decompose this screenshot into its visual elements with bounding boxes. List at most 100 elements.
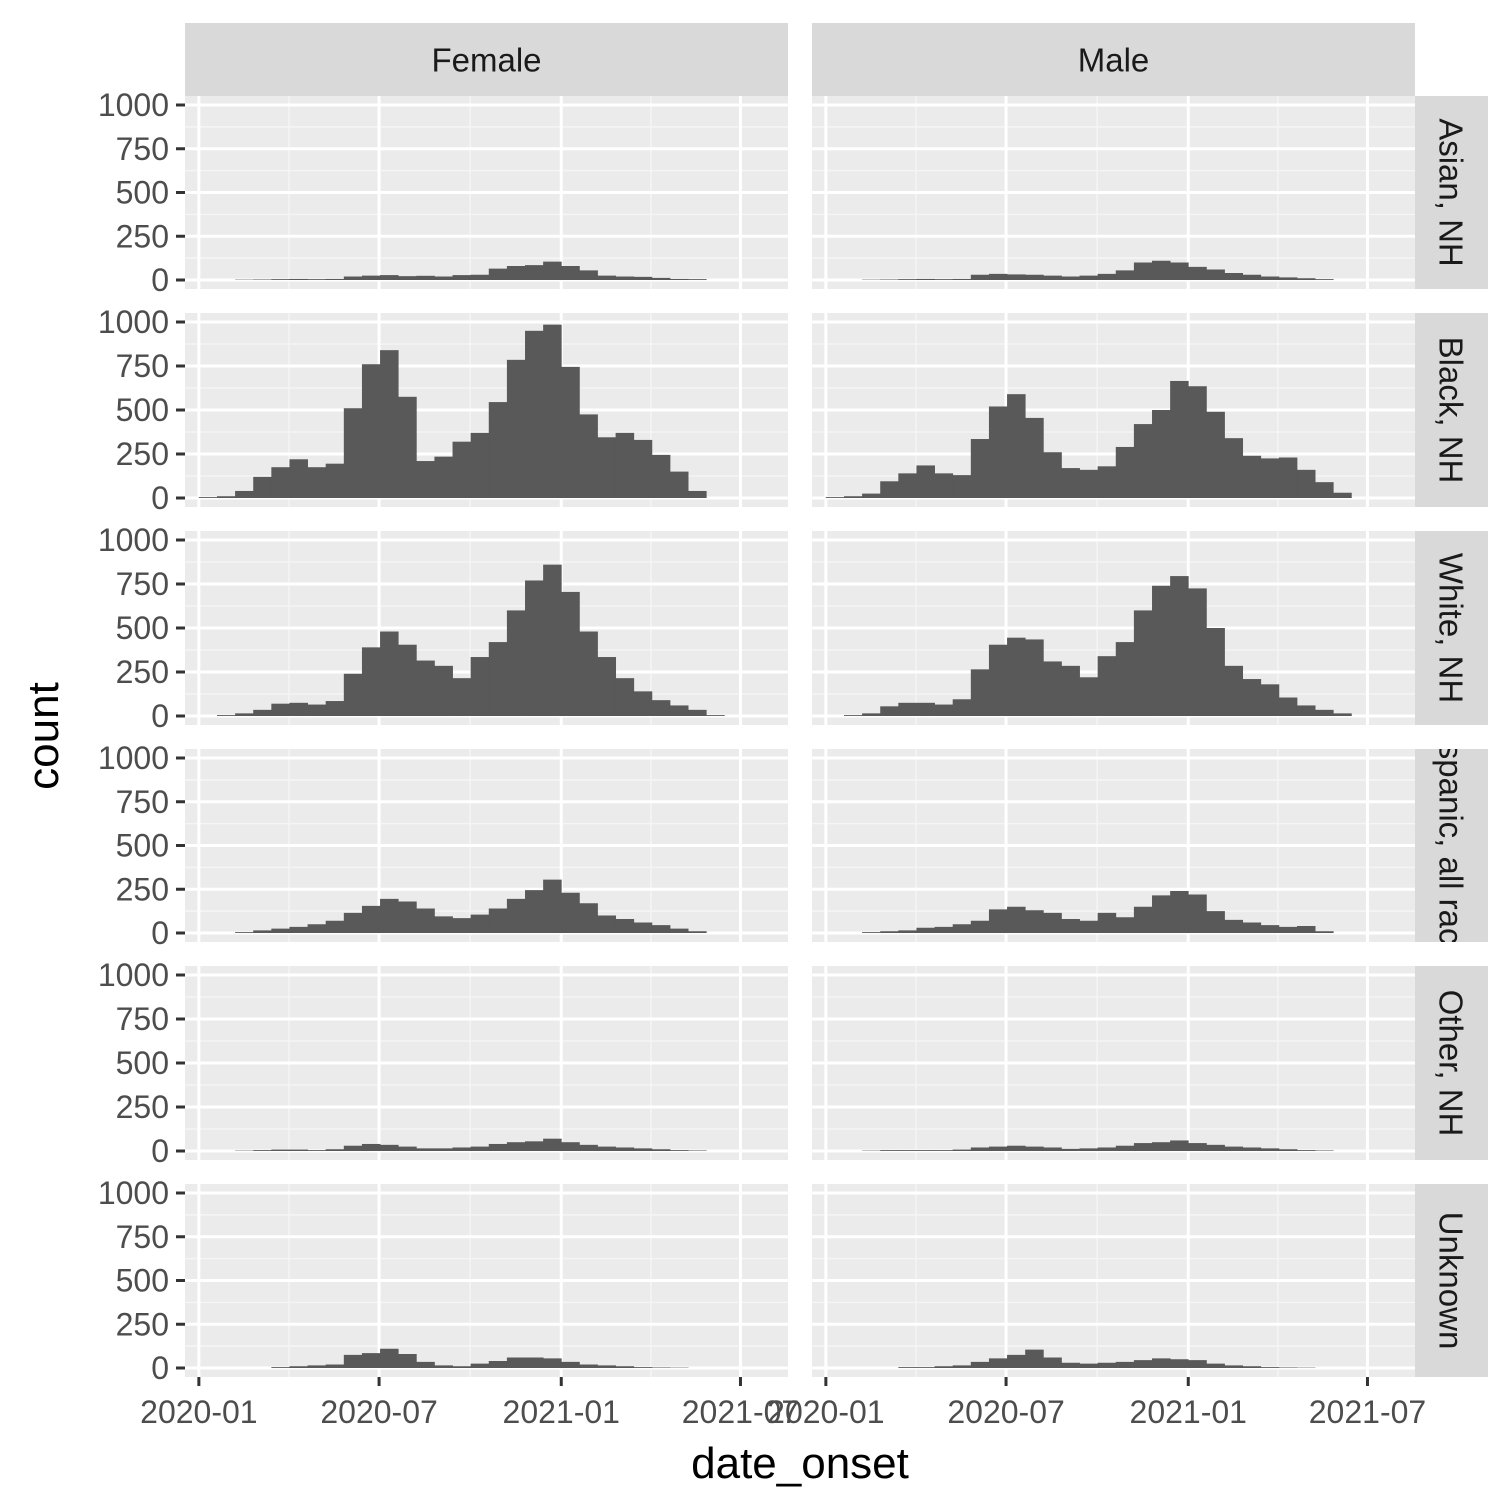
histogram-bar [398,276,417,280]
histogram-bar [452,678,472,716]
row-strip-asian-nh: Asian, NH [1415,96,1488,289]
row-strip-label: Unknown [1433,1212,1470,1350]
row-strip-label: Other, NH [1433,990,1470,1137]
histogram-bar [688,709,707,716]
histogram-bar [398,1354,417,1368]
y-tick-label: 1000 [98,957,169,993]
histogram-bar [669,471,689,498]
histogram-bar [1152,895,1171,933]
histogram-bar [1025,274,1044,280]
histogram-bar [343,408,363,498]
histogram-bar [1170,262,1189,280]
x-tick-label: 2021-01 [503,1394,620,1430]
histogram-bar [1224,438,1244,498]
histogram-bar [898,473,917,498]
y-tick-label: 750 [116,784,169,820]
histogram-bar [1296,469,1316,498]
histogram-bar [880,706,899,716]
histogram-bar [1242,1147,1262,1151]
histogram-bar [988,644,1008,716]
histogram-bar [633,1367,653,1368]
row-strip-label: Hispanic, all races [1433,712,1470,980]
histogram-bar [1260,276,1280,280]
y-tick-label: 500 [116,610,169,646]
histogram-bar [416,1361,435,1368]
panel-white-nh-female [185,531,788,725]
histogram-bar [1278,457,1298,498]
histogram-bar [1133,610,1153,716]
histogram-bar [525,1357,544,1368]
y-tick-label: 750 [116,1001,169,1037]
y-tick-label: 1000 [98,304,169,340]
histogram-bar [1133,262,1153,280]
histogram-bar [615,678,635,716]
row-strip-background [1415,966,1488,1160]
histogram-bar [669,1150,689,1151]
histogram-bar [1278,926,1298,933]
histogram-bar [343,276,363,280]
histogram-bar [1278,277,1298,280]
histogram-bar [579,414,598,498]
histogram-bar [1315,482,1334,498]
histogram-bar [1224,1146,1244,1151]
histogram-bar [1133,906,1153,933]
histogram-bar [1115,642,1135,716]
histogram-bar [1206,628,1225,716]
histogram-bar [688,1150,707,1151]
y-tick-label: 750 [116,131,169,167]
histogram-bar [688,279,707,280]
histogram-bar [398,1146,417,1151]
histogram-bar [579,903,598,933]
histogram-bar [1242,455,1262,498]
histogram-bar [525,265,544,280]
histogram-bar [561,1361,580,1368]
histogram-bar [271,1367,290,1368]
row-strip-background [1415,749,1488,942]
histogram-bar [361,905,381,933]
histogram-bar [1007,274,1026,280]
histogram-bar [488,1143,508,1151]
x-tick-label: 2021-07 [682,1394,799,1430]
histogram-bar [688,931,707,933]
histogram-bar [235,490,254,498]
histogram-bar [1097,273,1117,280]
histogram-bar [525,330,544,498]
histogram-bar [488,268,508,280]
histogram-bar [271,467,290,498]
y-tick-label: 500 [116,392,169,428]
histogram-bar [561,1142,580,1151]
histogram-bar [597,657,617,716]
y-tick-label: 500 [116,1263,169,1299]
histogram-bar [506,1357,526,1368]
y-tick-label: 0 [151,480,169,516]
histogram-bar [825,497,845,498]
row-strip-label-group: Unknown [1433,1212,1470,1350]
histogram-bar [1133,1360,1153,1368]
y-tick-label: 750 [116,566,169,602]
histogram-bar [470,914,490,933]
histogram-bar [597,1365,617,1368]
histogram-bar [1079,677,1099,716]
row-strip-label-group: Black, NH [1433,337,1470,484]
histogram-bar [880,931,899,933]
column-strip-background [812,23,1415,96]
histogram-bar [1007,394,1026,498]
histogram-bar [1115,917,1135,933]
histogram-bar [633,922,653,933]
histogram-bar [952,1149,972,1151]
histogram-bar [1242,274,1262,280]
histogram-bar [361,275,381,280]
histogram-bar [380,631,399,716]
histogram-bar [1333,492,1352,498]
histogram-bar [1224,665,1244,716]
y-tick-label: 0 [151,915,169,951]
histogram-bar [898,279,917,280]
column-strip-background [185,23,788,96]
x-axis-title: date_onset [691,1439,909,1488]
histogram-bar [688,490,707,498]
histogram-bar [307,924,327,933]
histogram-bar [1278,1367,1298,1368]
histogram-bar [597,437,617,498]
panel-unknown-female [185,1184,788,1377]
